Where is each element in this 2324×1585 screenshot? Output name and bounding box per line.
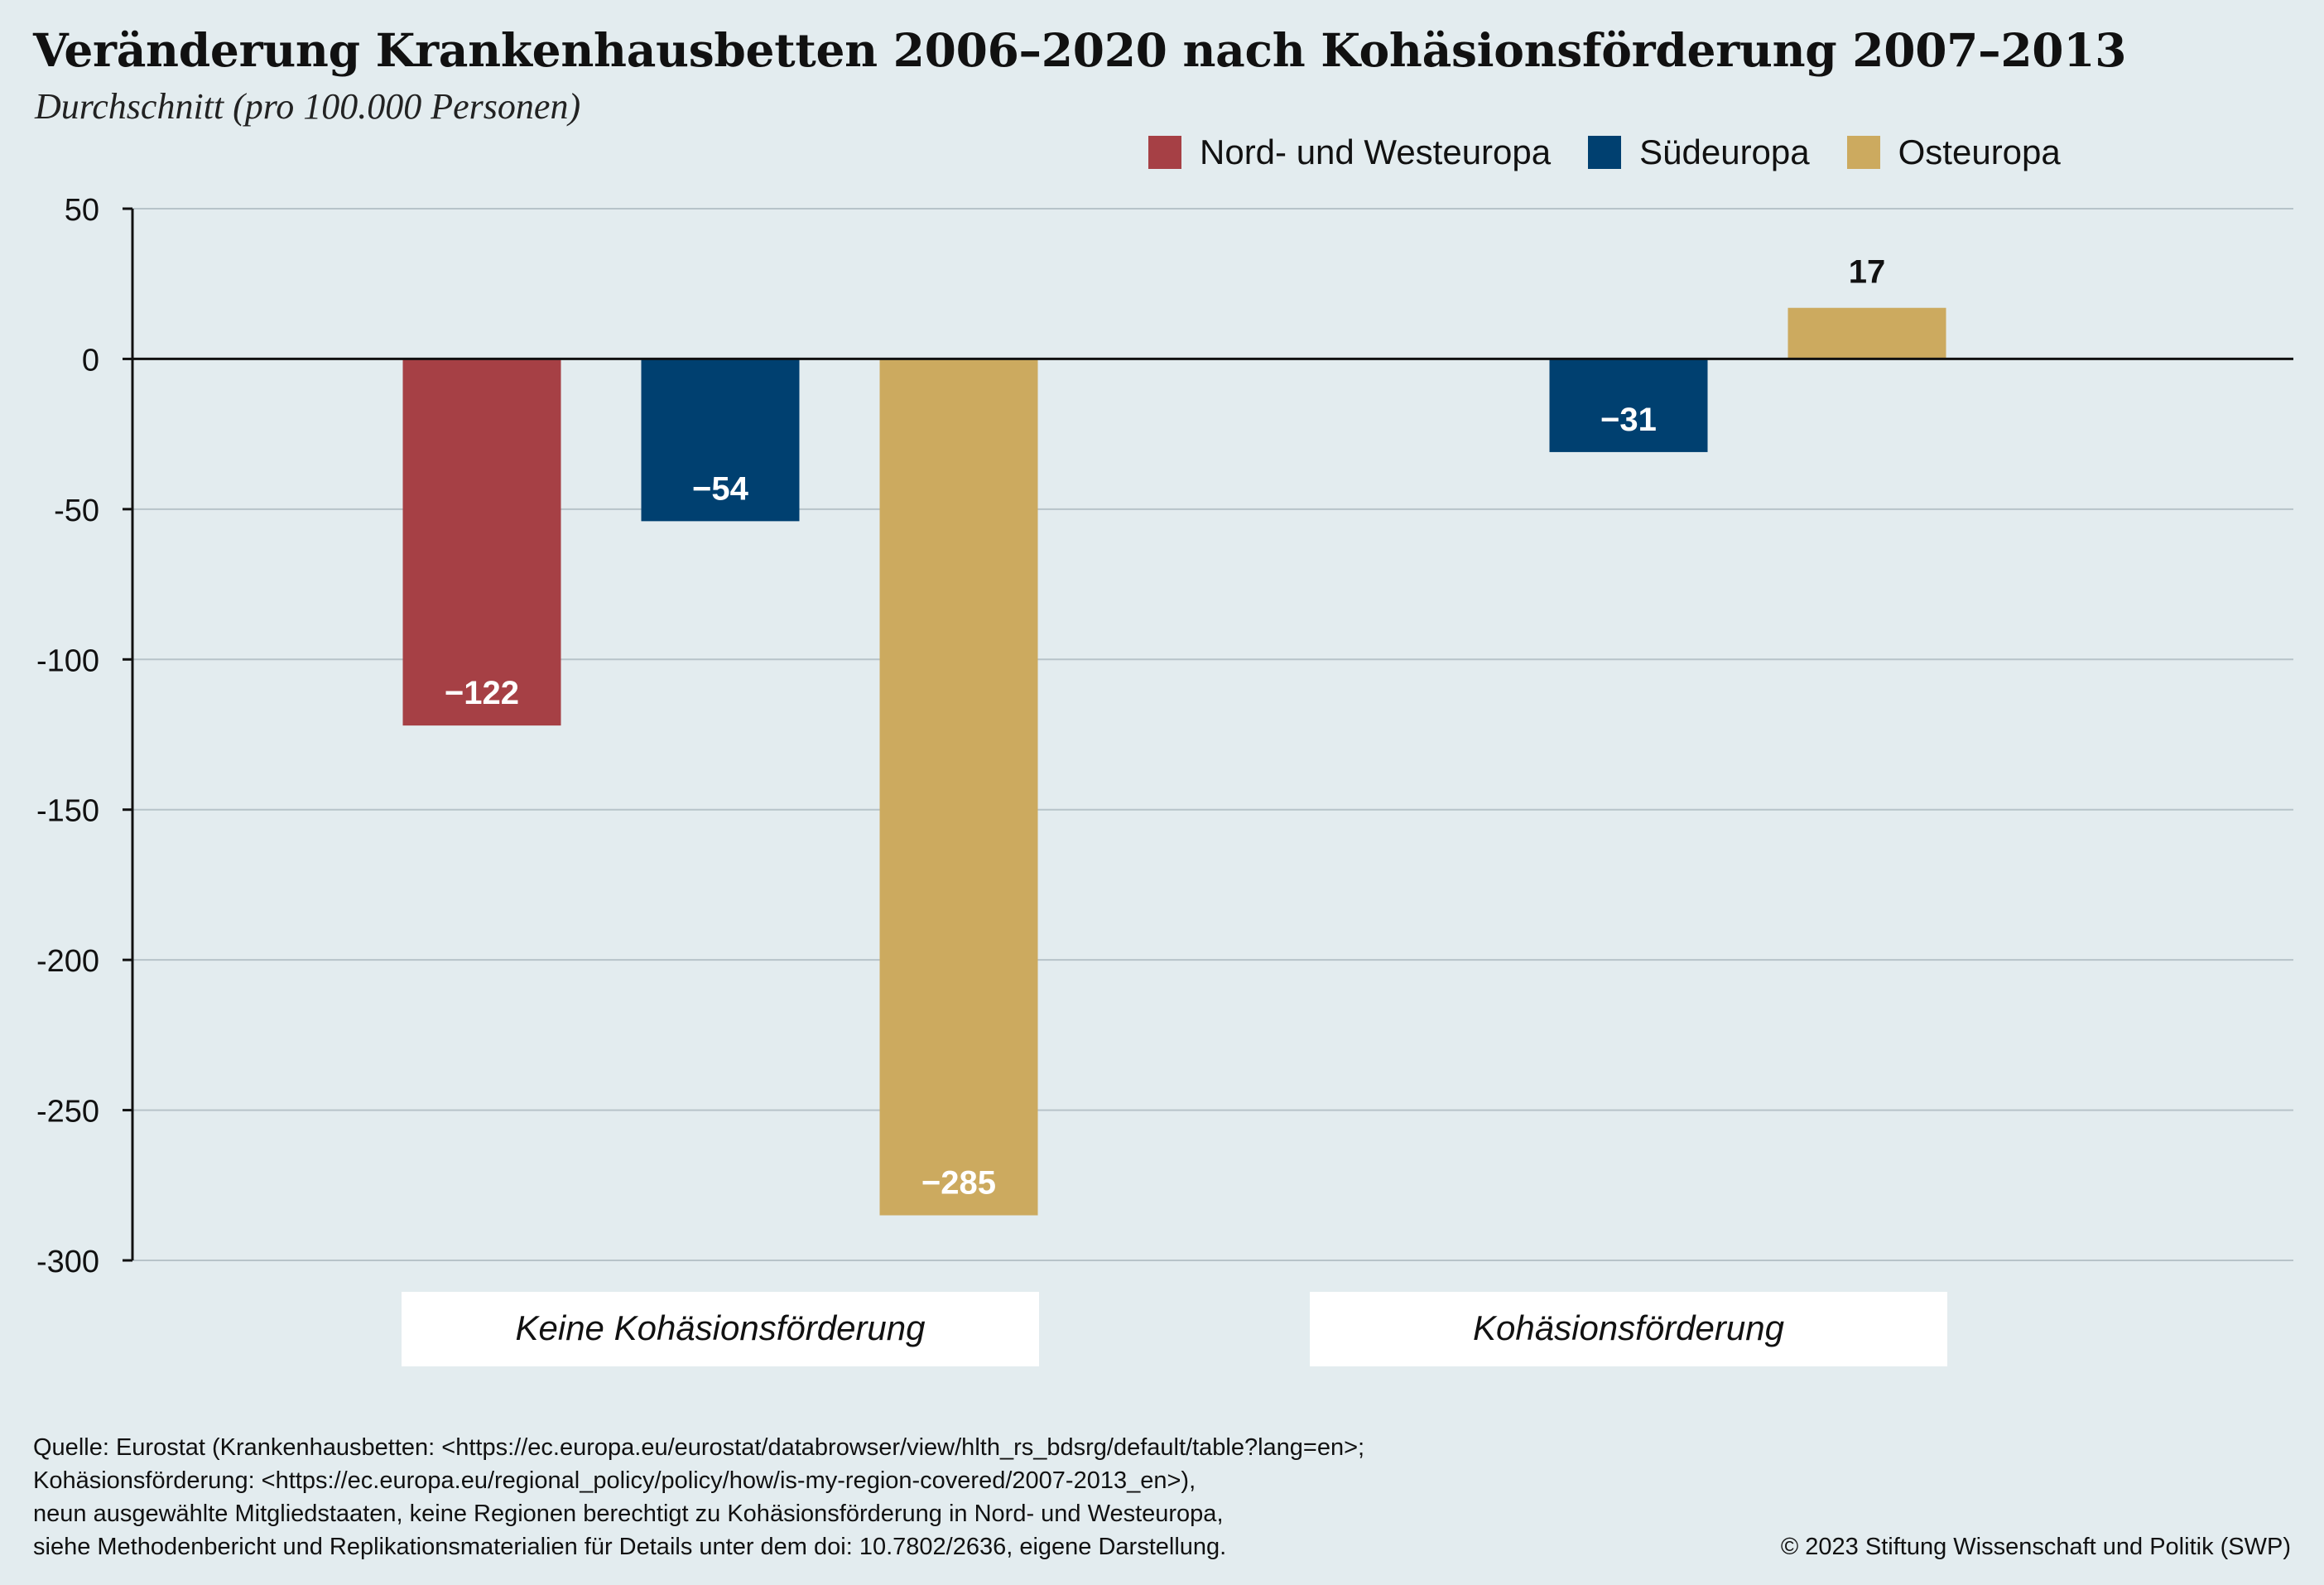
bar: [402, 359, 561, 726]
y-tick-label: -100: [36, 643, 99, 678]
bar: [879, 359, 1038, 1216]
y-tick-label: 50: [65, 193, 99, 228]
category-label: Keine Kohäsionsförderung: [515, 1308, 925, 1347]
legend-label-sued: Südeuropa: [1639, 132, 1810, 171]
bar-value-label: −31: [1600, 402, 1657, 438]
source-line: siehe Methodenbericht und Replikationsma…: [33, 1534, 1227, 1560]
category-label-box: [402, 1292, 1039, 1366]
chart-title: Veränderung Krankenhausbetten 2006–2020 …: [33, 23, 2127, 77]
bar: [1549, 359, 1708, 452]
bar-value-label: −122: [445, 675, 519, 711]
y-tick-label: -250: [36, 1095, 99, 1130]
legend-item-sued: Südeuropa: [1588, 132, 1810, 172]
bar-chart: 50 0 -50 -100 -150 -200 -250 -300 −122 −54 −31 −285…: [36, 193, 2293, 1366]
bar-value-label: 17: [1849, 254, 1886, 291]
category-label: Kohäsionsförderung: [1473, 1308, 1784, 1347]
source-line: Kohäsionsförderung: <https://ec.europa.e…: [33, 1467, 1196, 1494]
bar-value-label: −285: [921, 1165, 996, 1202]
bar: [1788, 307, 1946, 359]
legend-item-ost: Osteuropa: [1846, 132, 2061, 172]
y-tick-label: -200: [36, 944, 99, 979]
chart-subtitle: Durchschnitt (pro 100.000 Personen): [35, 86, 581, 127]
bar-value-label: −54: [692, 470, 749, 507]
source-line: Quelle: Eurostat (Krankenhausbetten: <ht…: [33, 1434, 1365, 1461]
legend-swatch-sued: [1588, 136, 1622, 169]
source-note: Quelle: Eurostat (Krankenhausbetten: <ht…: [33, 1431, 1364, 1563]
legend-swatch-nord-west: [1148, 136, 1181, 169]
legend-item-nord-west: Nord- und Westeuropa: [1148, 132, 1551, 172]
legend-swatch-ost: [1846, 136, 1880, 169]
y-tick-label: -50: [54, 494, 99, 528]
source-line: neun ausgewählte Mitgliedstaaten, keine …: [33, 1501, 1224, 1527]
copyright: © 2023 Stiftung Wissenschaft und Politik…: [1780, 1534, 2291, 1560]
y-tick-label: 0: [82, 343, 99, 378]
legend-label-ost: Osteuropa: [1898, 132, 2061, 171]
category-label-box: [1310, 1292, 1947, 1366]
legend-label-nord-west: Nord- und Westeuropa: [1200, 132, 1552, 171]
y-tick-label: -150: [36, 794, 99, 829]
y-tick-label: -300: [36, 1245, 99, 1279]
bar: [641, 359, 800, 522]
legend: Nord- und Westeuropa Südeuropa Osteuropa: [1148, 132, 2098, 172]
